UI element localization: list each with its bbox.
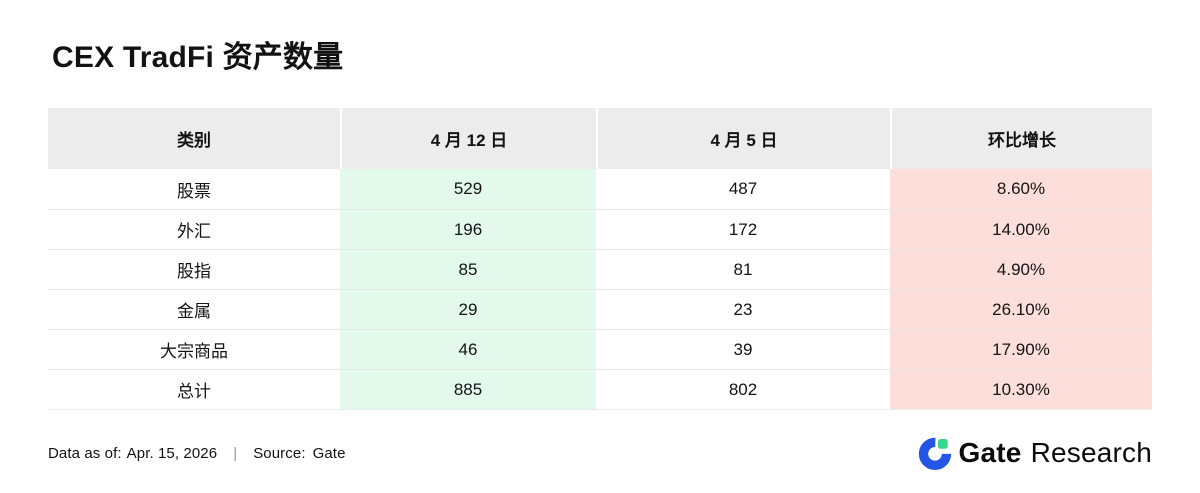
data-as-of-value: Apr. 15, 2026 <box>126 444 218 462</box>
data-as-of-label: Data as of: <box>48 444 122 462</box>
column-header-apr5: 4 月 5 日 <box>596 108 890 169</box>
logo-brand-text: Gate <box>958 437 1022 468</box>
assets-table: 类别 4 月 12 日 4 月 5 日 环比增长 股票 529 487 8.60… <box>48 108 1152 410</box>
footer-meta: Data as of: Apr. 15, 2026 | Source: Gate <box>48 445 346 462</box>
page-title: CEX TradFi 资产数量 <box>52 41 344 74</box>
cell-apr12: 885 <box>340 369 596 409</box>
cell-growth: 17.90% <box>890 329 1152 369</box>
cell-apr5: 487 <box>728 179 758 198</box>
cell-category: 金属 <box>48 289 340 329</box>
cell-apr5: 39 <box>596 329 890 369</box>
source-value: Gate <box>312 444 346 462</box>
footer: Data as of: Apr. 15, 2026 | Source: Gate Gat… <box>48 428 1152 478</box>
cell-apr12: 196 <box>340 209 596 249</box>
cell-apr5: 23 <box>596 289 890 329</box>
cell-category: 外汇 <box>48 209 340 249</box>
cell-apr12: 29 <box>340 289 596 329</box>
table-row: 金属 29 23 26.10% <box>48 289 1152 329</box>
cell-growth: 14.00% <box>890 209 1152 249</box>
table-row: 大宗商品 46 39 17.90% <box>48 329 1152 369</box>
cell-apr5: 81 <box>596 249 890 289</box>
cell-apr12: 85 <box>340 249 596 289</box>
source-label: Source: <box>253 444 306 462</box>
cell-apr12: 529 <box>340 169 596 209</box>
cell-category: 大宗商品 <box>48 329 340 369</box>
cell-apr5: 802 <box>596 369 890 409</box>
gate-research-logo: Gate Research <box>918 436 1153 470</box>
table-row: 外汇 196 172 14.00% <box>48 209 1152 249</box>
table-header-row: 类别 4 月 12 日 4 月 5 日 环比增长 <box>48 108 1152 169</box>
cell-category: 股票 <box>177 181 211 201</box>
cell-category: 总计 <box>48 369 340 409</box>
cell-growth: 4.90% <box>890 249 1152 289</box>
cell-apr5: 172 <box>596 209 890 249</box>
footer-separator: | <box>233 444 238 462</box>
column-header-category: 类别 <box>177 131 211 150</box>
column-header-apr12: 4 月 12 日 <box>340 108 596 169</box>
table-row: 股票 529 487 8.60% <box>48 169 1152 209</box>
cell-growth: 26.10% <box>890 289 1152 329</box>
cell-growth: 8.60% <box>890 169 1152 209</box>
cell-growth: 10.30% <box>890 369 1152 409</box>
table-row: 股指 85 81 4.90% <box>48 249 1152 289</box>
column-header-growth: 环比增长 <box>890 108 1152 169</box>
cell-apr12: 46 <box>340 329 596 369</box>
logo-suffix-text: Research <box>1030 437 1152 468</box>
cell-category: 股指 <box>48 249 340 289</box>
gate-logo-icon <box>918 436 952 470</box>
table-row-total: 总计 885 802 10.30% <box>48 369 1152 409</box>
